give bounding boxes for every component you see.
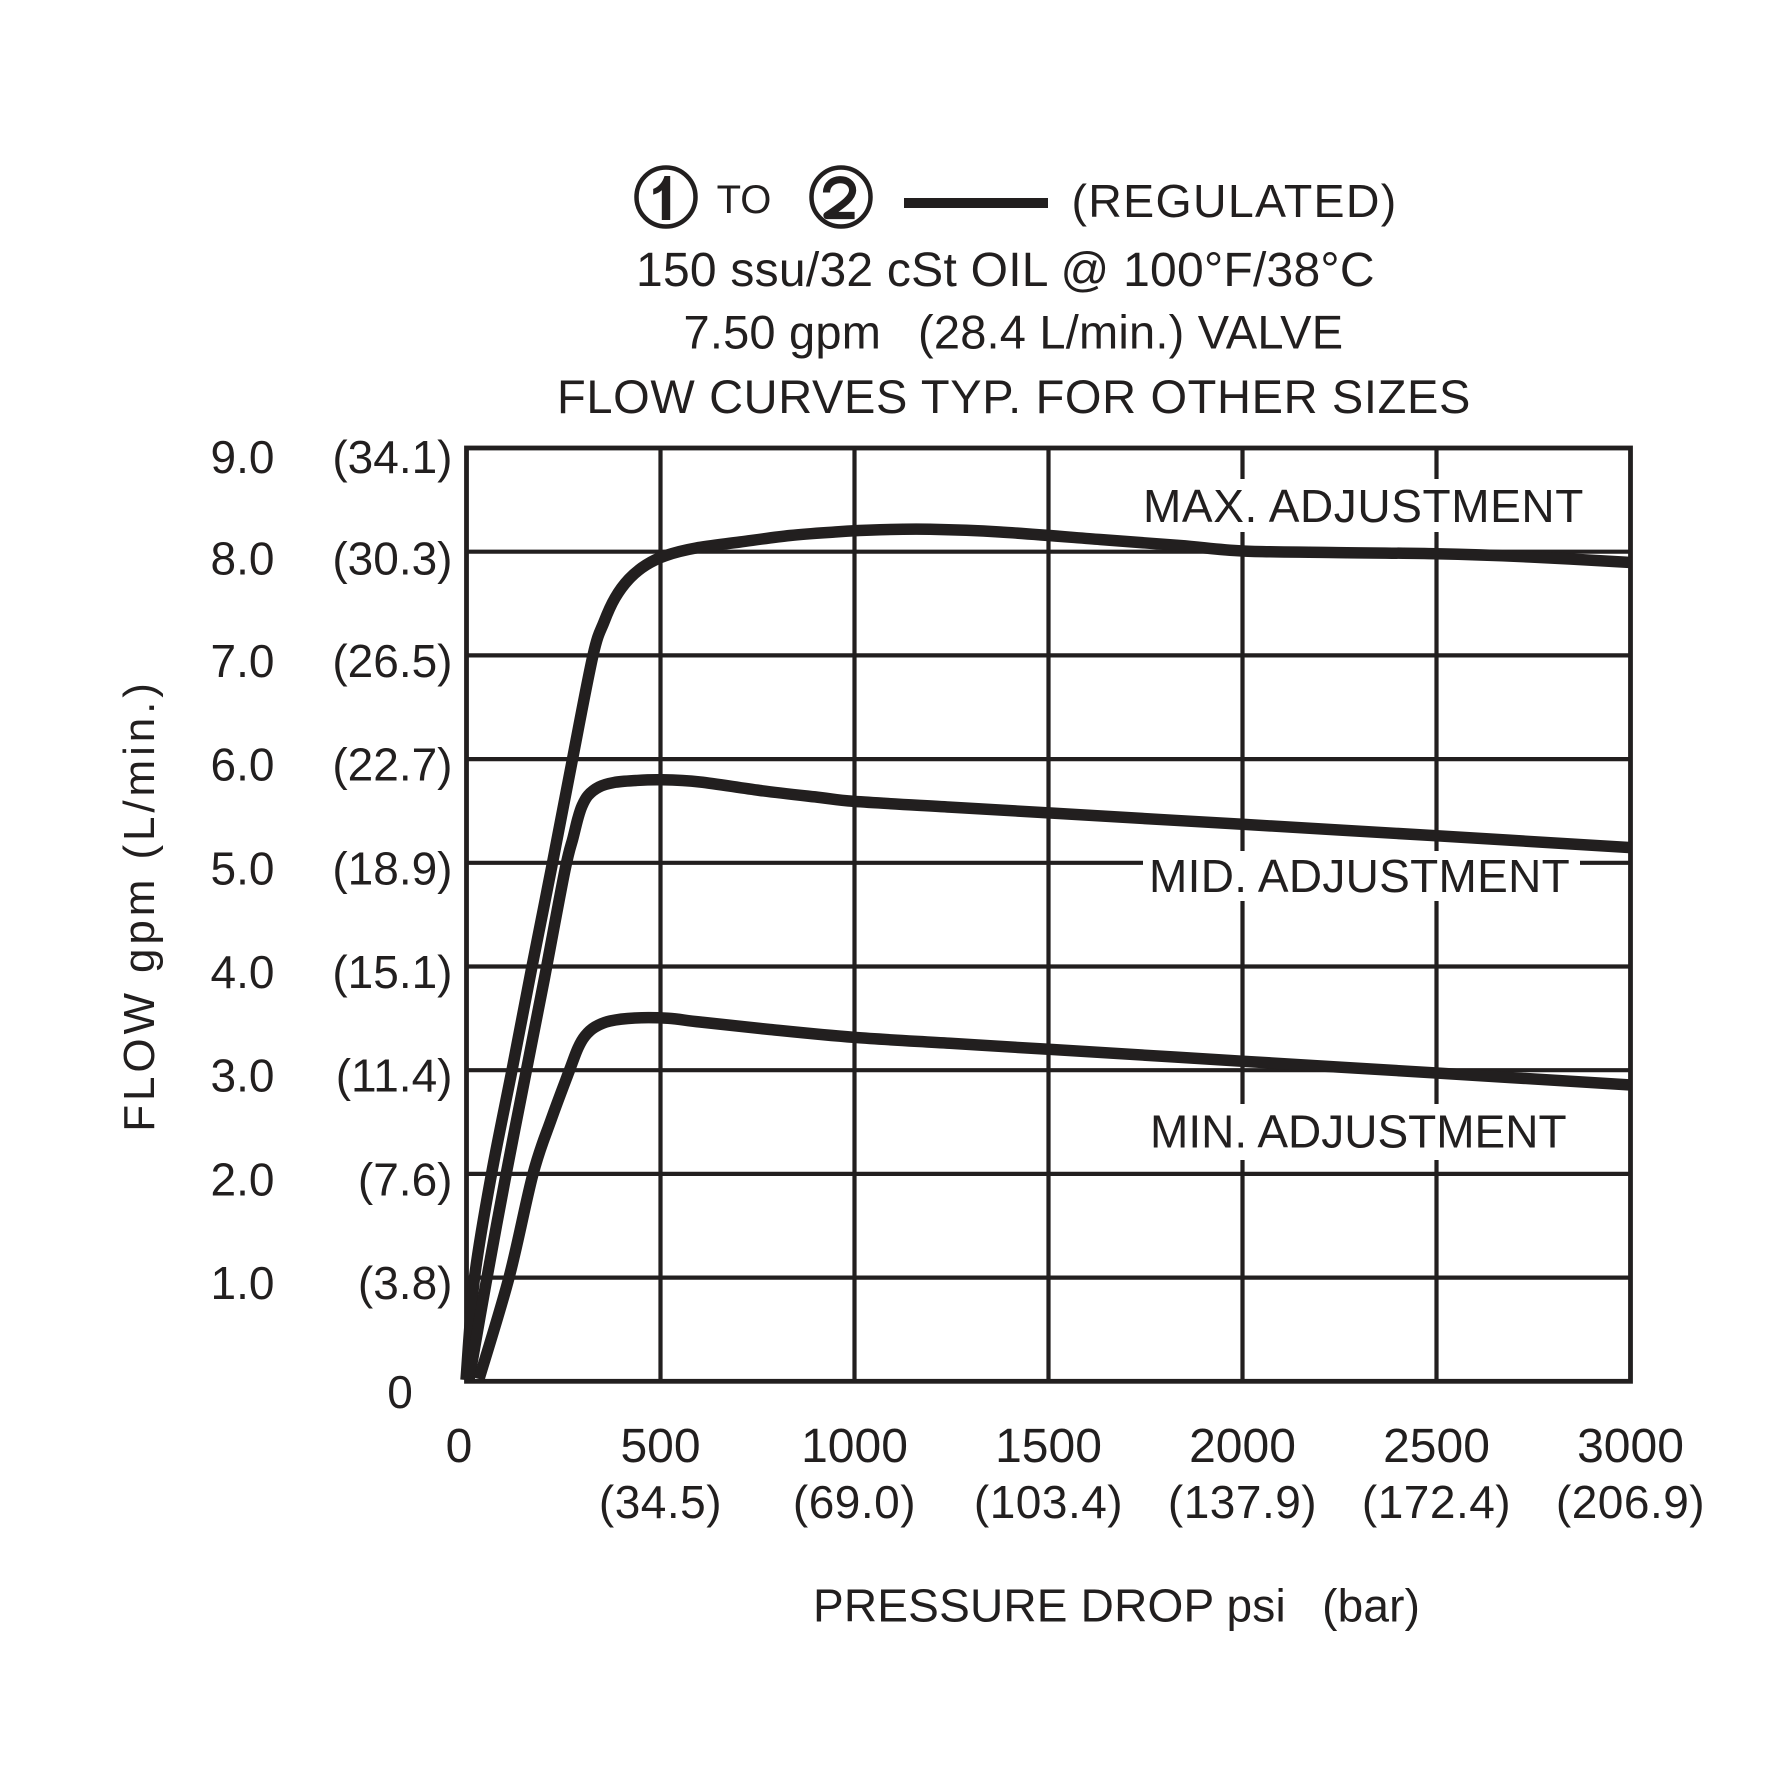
svg-text:7.50 gpm (28.4 L/min.) VALVE: 7.50 gpm (28.4 L/min.) VALVE (684, 305, 1344, 358)
svg-text:(7.6): (7.6) (358, 1153, 453, 1205)
svg-text:0: 0 (387, 1366, 413, 1418)
svg-text:500: 500 (620, 1420, 700, 1473)
svg-text:4.0: 4.0 (211, 946, 275, 998)
svg-text:8.0: 8.0 (211, 533, 275, 585)
svg-text:3.0: 3.0 (211, 1050, 275, 1102)
svg-text:FLOW gpm (L/min.): FLOW gpm (L/min.) (115, 679, 164, 1132)
svg-text:1500: 1500 (995, 1420, 1102, 1473)
svg-text:(REGULATED): (REGULATED) (1072, 175, 1398, 227)
svg-text:9.0: 9.0 (211, 431, 275, 483)
svg-text:MIN. ADJUSTMENT: MIN. ADJUSTMENT (1150, 1106, 1567, 1158)
svg-text:2000: 2000 (1189, 1420, 1296, 1473)
svg-text:6.0: 6.0 (211, 739, 275, 791)
svg-text:(172.4): (172.4) (1362, 1476, 1511, 1528)
svg-text:(18.9): (18.9) (332, 842, 452, 894)
svg-text:0: 0 (446, 1420, 473, 1473)
svg-text:2500: 2500 (1383, 1420, 1490, 1473)
svg-text:PRESSURE DROP psi (bar): PRESSURE DROP psi (bar) (813, 1580, 1420, 1632)
svg-text:(69.0): (69.0) (793, 1476, 916, 1528)
svg-text:(206.9): (206.9) (1556, 1476, 1705, 1528)
svg-text:(15.1): (15.1) (332, 946, 452, 998)
svg-text:(11.4): (11.4) (336, 1050, 453, 1102)
svg-text:TO: TO (717, 178, 772, 222)
svg-text:FLOW CURVES TYP. FOR OTHER SIZ: FLOW CURVES TYP. FOR OTHER SIZES (557, 370, 1471, 423)
svg-text:(3.8): (3.8) (358, 1257, 453, 1309)
svg-text:150 ssu/32 cSt OIL @ 100°F/38°: 150 ssu/32 cSt OIL @ 100°F/38°C (636, 244, 1375, 297)
svg-text:2.0: 2.0 (211, 1153, 275, 1205)
svg-text:1.0: 1.0 (211, 1257, 275, 1309)
svg-text:(30.3): (30.3) (332, 533, 452, 585)
svg-text:1000: 1000 (801, 1420, 908, 1473)
svg-text:(103.4): (103.4) (974, 1476, 1123, 1528)
svg-text:5.0: 5.0 (211, 842, 275, 894)
svg-text:3000: 3000 (1577, 1420, 1684, 1473)
svg-text:(26.5): (26.5) (332, 635, 452, 687)
svg-text:MID. ADJUSTMENT: MID. ADJUSTMENT (1149, 850, 1570, 902)
svg-text:(34.1): (34.1) (332, 431, 452, 483)
svg-text:MAX. ADJUSTMENT: MAX. ADJUSTMENT (1143, 480, 1584, 532)
svg-text:7.0: 7.0 (211, 635, 275, 687)
svg-text:(137.9): (137.9) (1168, 1476, 1317, 1528)
svg-text:(34.5): (34.5) (599, 1476, 722, 1528)
svg-text:(22.7): (22.7) (332, 739, 452, 791)
